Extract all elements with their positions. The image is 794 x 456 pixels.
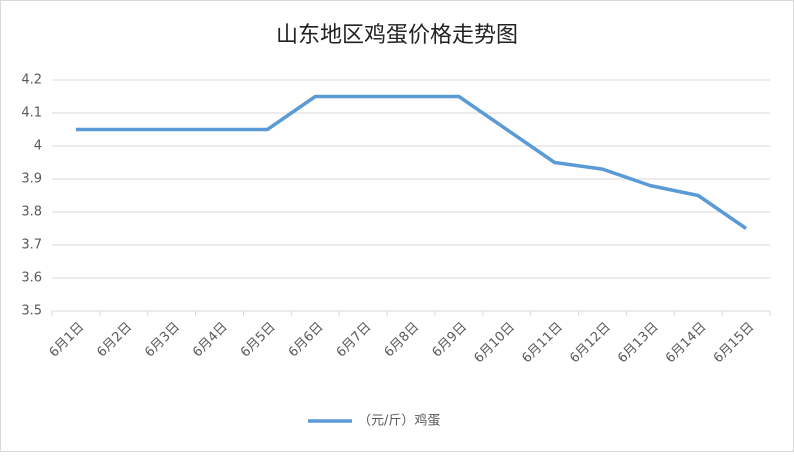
y-tick-label: 3.8 [21,205,42,220]
series-line [75,94,748,230]
y-tick-label: 3.9 [21,172,42,187]
y-tick-label: 3.5 [21,304,42,319]
y-tick-label: 3.7 [21,238,42,253]
y-tick-label: 4.2 [21,73,42,88]
chart-title: 山东地区鸡蛋价格走势图 [276,23,518,48]
y-tick-label: 4 [34,139,42,154]
legend-label: （元/斤）鸡蛋 [358,413,440,429]
y-tick-label: 3.6 [21,271,42,286]
y-tick-label: 4.1 [21,106,42,121]
